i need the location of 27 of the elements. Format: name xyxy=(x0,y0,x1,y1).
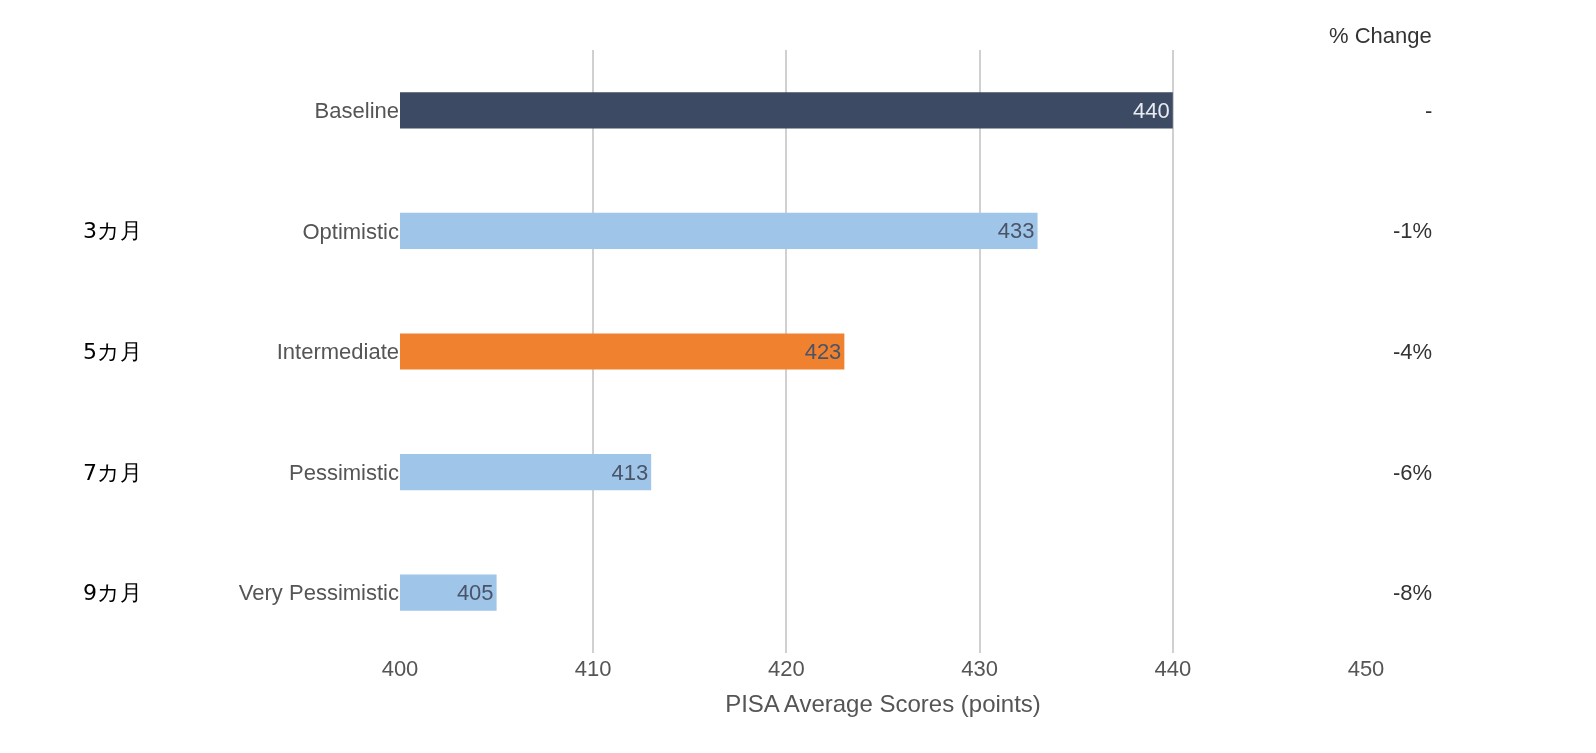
x-tick-label: 450 xyxy=(1347,656,1385,681)
text: -1% xyxy=(1393,218,1433,243)
x-tick-label: 440 xyxy=(1154,656,1192,681)
text: 9カ月 xyxy=(83,580,142,605)
y-tick-label: Pessimistic xyxy=(288,459,399,485)
y-tick-label: Intermediate xyxy=(276,339,399,365)
x-tick-label: 400 xyxy=(381,656,419,681)
data-label: 413 xyxy=(611,459,649,485)
data-label: 433 xyxy=(997,218,1035,244)
data-label: 405 xyxy=(456,580,494,606)
x-axis-title: PISA Average Scores (points) xyxy=(725,690,1041,718)
x-tick-label: 430 xyxy=(961,656,998,681)
data-label: 440 xyxy=(1133,97,1170,123)
text: -6% xyxy=(1393,460,1433,485)
y-tick-label: Baseline xyxy=(314,98,399,123)
data-label: 423 xyxy=(804,339,842,364)
x-tick-label: 410 xyxy=(574,656,612,681)
text: 5カ月 xyxy=(83,339,142,364)
text: -4% xyxy=(1393,339,1433,364)
text: 7カ月 xyxy=(83,460,142,485)
text: 3カ月 xyxy=(83,218,142,243)
text: - xyxy=(1425,98,1433,123)
y-tick-label: Very Pessimistic xyxy=(238,580,399,606)
x-tick-label: 420 xyxy=(768,656,805,681)
text: % Change xyxy=(1329,23,1432,48)
y-tick-label: Optimistic xyxy=(302,218,399,244)
text: -8% xyxy=(1393,580,1433,605)
